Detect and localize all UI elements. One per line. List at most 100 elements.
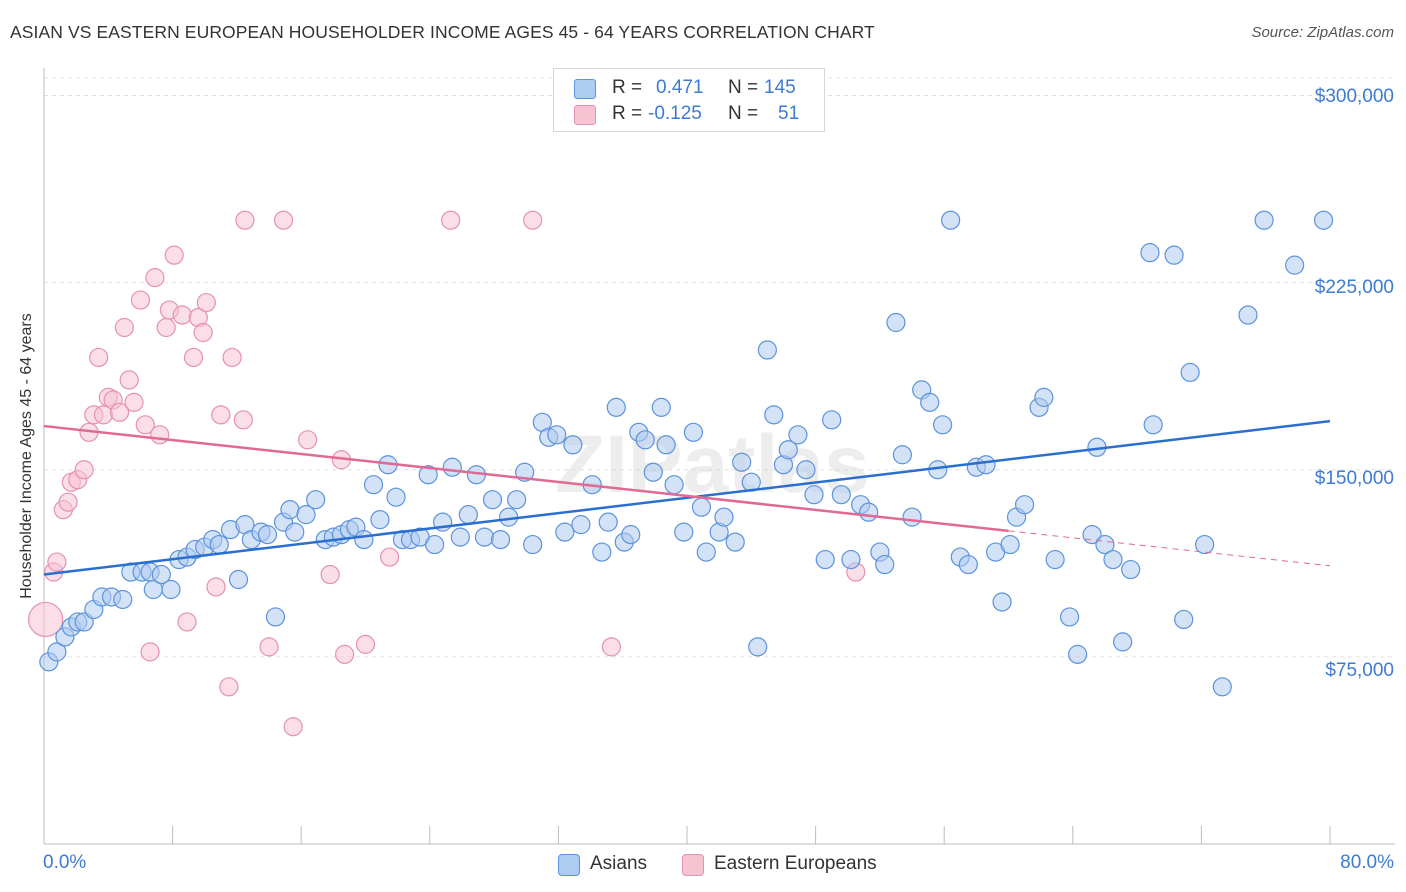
eu-swatch [574, 105, 596, 125]
asian-point [1143, 415, 1163, 435]
asian-point [474, 527, 495, 547]
eu-point [109, 402, 130, 422]
asian-point [425, 534, 445, 555]
eu-point [206, 577, 226, 597]
asian-point [1238, 305, 1258, 325]
asian-point [555, 522, 575, 542]
trend-lines [43, 419, 1331, 576]
eu-point [135, 415, 155, 435]
eu-point [119, 370, 139, 390]
eu-point [196, 292, 216, 313]
asian-r-value: 0.471 [656, 77, 704, 98]
eu-n-value: 51 [778, 103, 800, 124]
asian-point [757, 340, 777, 360]
asian-point [306, 490, 326, 510]
asian-point [1103, 549, 1123, 570]
asian-point [764, 405, 784, 425]
asian-point [563, 435, 583, 455]
eu-point [193, 322, 213, 343]
eu-point [601, 637, 622, 657]
asian-point [1059, 607, 1080, 627]
eu-point [523, 210, 543, 230]
asian-point [161, 579, 181, 600]
legend: Asians Eastern Europeans [0, 850, 1406, 880]
asian-point [714, 507, 734, 527]
asian-point [547, 425, 567, 445]
asian-point [228, 569, 249, 590]
asian-point [1285, 255, 1305, 275]
asian-point [523, 534, 543, 555]
asian-point [1140, 243, 1160, 263]
eu-point [235, 210, 255, 230]
asian-n-value: 145 [764, 77, 796, 98]
legend-label-asians: Asians [590, 853, 648, 874]
asian-point [958, 554, 978, 575]
asian-point [280, 500, 300, 520]
asian-point [976, 455, 996, 475]
eu-r-value: -0.125 [648, 103, 702, 124]
asian-point [822, 410, 842, 430]
asian-point [1045, 549, 1065, 570]
eu-point [259, 637, 279, 657]
asian-point [635, 430, 655, 450]
eu-point [355, 634, 376, 654]
asian-point [482, 490, 503, 510]
asian-point [370, 510, 390, 530]
eu-point [74, 460, 94, 480]
asian-point [47, 642, 67, 662]
asian-point [788, 425, 808, 445]
asian-point [1034, 387, 1054, 407]
eu-point [164, 245, 184, 265]
eu-point [114, 317, 134, 338]
asian-point [674, 522, 694, 542]
asian-point [875, 554, 895, 575]
eu-point [298, 430, 318, 450]
asian-point [1313, 210, 1334, 230]
eu-point [380, 547, 400, 567]
eu-point [233, 410, 253, 430]
asian-point [571, 515, 591, 535]
eu-trend-line-extension [1008, 530, 1331, 567]
asian-point [831, 485, 851, 505]
asian-point [386, 487, 406, 507]
eu-point [177, 612, 197, 632]
asian-point [592, 542, 612, 562]
source-label: Source: ZipAtlas.com [1251, 24, 1394, 41]
asian-point [691, 497, 712, 517]
asian-point [1014, 495, 1035, 515]
eu-point [47, 552, 67, 572]
asian-point [285, 522, 305, 542]
asian-point [1113, 632, 1133, 652]
asian-point [1164, 245, 1184, 265]
y-tick-label: $75,000 [1325, 660, 1394, 681]
asian-point [354, 529, 374, 550]
asian-point [507, 490, 527, 510]
asian-point [1212, 677, 1232, 697]
chart-title: ASIAN VS EASTERN EUROPEAN HOUSEHOLDER IN… [10, 22, 875, 42]
eu-point [273, 210, 294, 230]
asian-point [651, 397, 671, 417]
asian-point [920, 392, 940, 412]
eu-point [145, 268, 165, 288]
legend-swatch-asians [558, 854, 580, 876]
eu-point [130, 290, 151, 310]
eu-point [172, 305, 192, 325]
asian-point [804, 485, 824, 505]
asian-point [458, 505, 478, 525]
y-tick-label: $300,000 [1314, 86, 1394, 107]
asian-point [656, 435, 676, 455]
eu-r-label: R = [612, 103, 643, 124]
asian-point [683, 422, 704, 442]
asian-point [778, 440, 798, 460]
asian-point [450, 527, 470, 547]
asian-point [664, 475, 684, 495]
asian-point [257, 525, 278, 545]
eu-point [441, 210, 461, 230]
asian-point [606, 397, 626, 417]
eu-point [320, 564, 340, 585]
asian-point [796, 460, 816, 480]
asian-point [113, 589, 133, 610]
asian-point [941, 210, 961, 230]
asian-point [886, 312, 906, 333]
